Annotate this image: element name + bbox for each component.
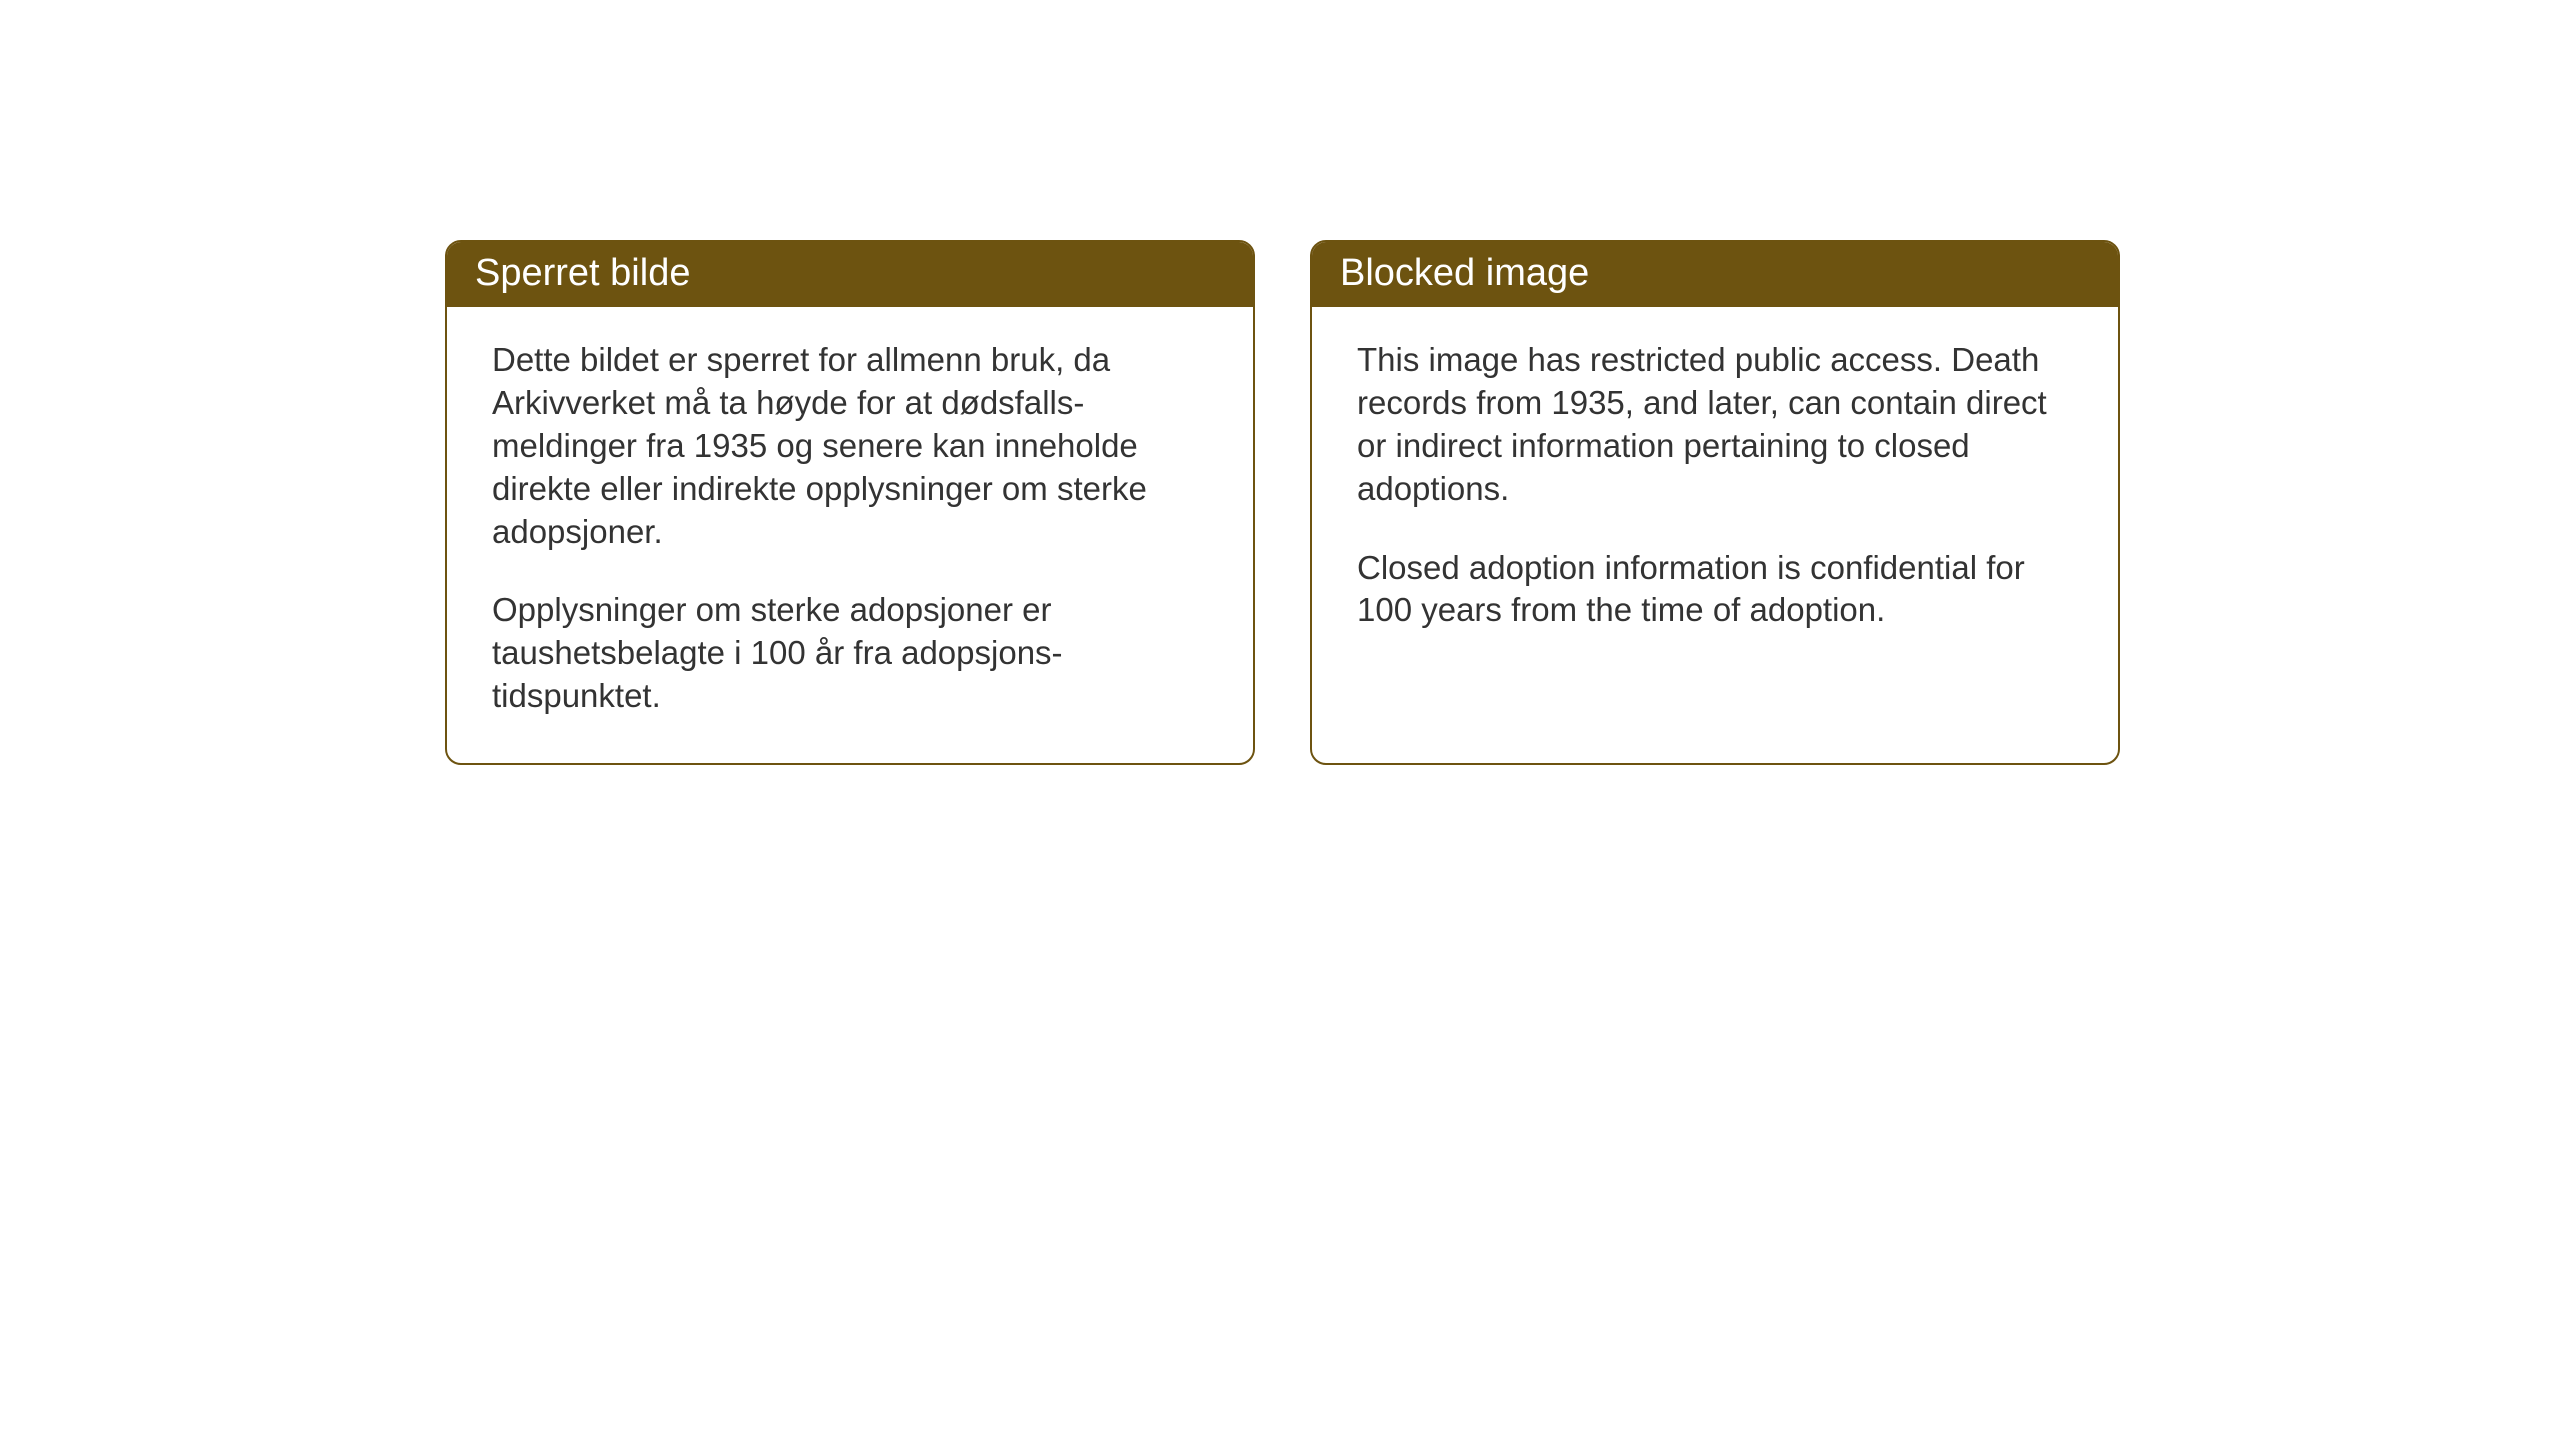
- card-english: Blocked image This image has restricted …: [1310, 240, 2120, 765]
- card-paragraph-2-norwegian: Opplysninger om sterke adopsjoner er tau…: [492, 589, 1208, 718]
- card-norwegian: Sperret bilde Dette bildet er sperret fo…: [445, 240, 1255, 765]
- card-paragraph-1-english: This image has restricted public access.…: [1357, 339, 2073, 511]
- card-header-norwegian: Sperret bilde: [447, 242, 1253, 307]
- cards-container: Sperret bilde Dette bildet er sperret fo…: [445, 240, 2120, 765]
- card-body-english: This image has restricted public access.…: [1312, 307, 2118, 677]
- card-title-english: Blocked image: [1340, 252, 1589, 294]
- card-paragraph-1-norwegian: Dette bildet er sperret for allmenn bruk…: [492, 339, 1208, 553]
- card-title-norwegian: Sperret bilde: [475, 252, 690, 294]
- card-body-norwegian: Dette bildet er sperret for allmenn bruk…: [447, 307, 1253, 763]
- card-header-english: Blocked image: [1312, 242, 2118, 307]
- card-paragraph-2-english: Closed adoption information is confident…: [1357, 547, 2073, 633]
